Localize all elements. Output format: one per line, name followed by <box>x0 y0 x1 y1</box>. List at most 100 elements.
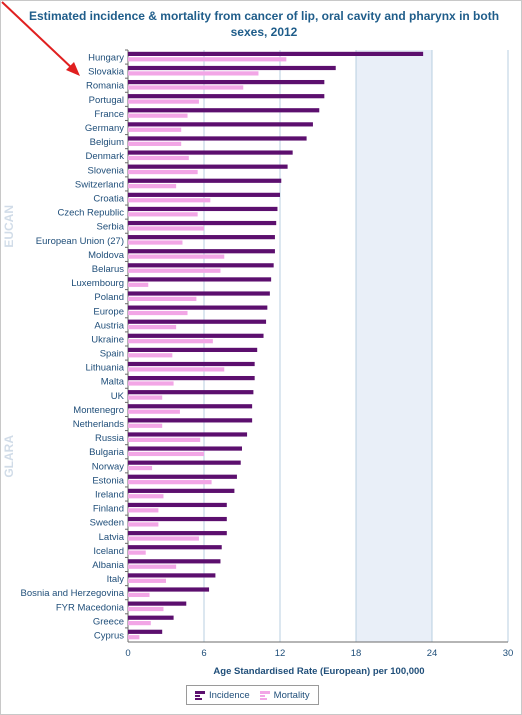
bar-mortality <box>128 282 149 287</box>
category-label: Croatia <box>93 194 124 205</box>
bar-incidence <box>128 94 325 99</box>
category-label: Luxembourg <box>71 278 124 289</box>
bar-incidence <box>128 220 277 226</box>
plot-band <box>356 50 432 642</box>
bar-mortality <box>128 564 177 569</box>
x-tick-label: 30 <box>503 648 514 659</box>
category-label: Cyprus <box>94 630 124 641</box>
category-label: Serbia <box>97 222 125 233</box>
bar-incidence <box>128 122 313 127</box>
bar-incidence <box>128 235 275 240</box>
legend-item-incidence[interactable]: Incidence <box>195 690 250 701</box>
category-label: Spain <box>100 349 124 360</box>
bar-incidence <box>128 291 270 296</box>
bar-incidence <box>128 178 282 183</box>
x-tick-label: 12 <box>275 648 286 659</box>
category-label: Denmark <box>85 151 124 162</box>
bar-mortality <box>128 127 182 132</box>
bar-incidence <box>128 601 187 606</box>
bar-mortality <box>128 99 199 104</box>
category-label: Hungary <box>88 53 124 64</box>
bar-incidence <box>128 502 227 508</box>
bar-mortality <box>128 226 204 231</box>
bar-mortality <box>128 57 287 62</box>
legend-item-mortality[interactable]: Mortality <box>259 690 310 701</box>
bar-mortality <box>128 381 174 386</box>
bar-mortality <box>128 635 140 640</box>
category-label: UK <box>111 391 125 402</box>
category-label: Belgium <box>90 137 124 148</box>
bar-mortality <box>128 437 201 442</box>
category-label: Latvia <box>99 532 125 543</box>
bar-mortality <box>128 409 180 414</box>
category-label: Lithuania <box>85 363 124 374</box>
category-label: France <box>94 109 124 120</box>
bar-incidence <box>128 65 336 71</box>
category-label: Germany <box>85 123 124 134</box>
bar-mortality <box>128 522 159 527</box>
bar-incidence <box>128 488 235 493</box>
chart-title: Estimated incidence & mortality from can… <box>28 9 500 39</box>
bar-mortality <box>128 71 259 76</box>
category-label: Iceland <box>93 546 124 557</box>
bar-mortality <box>128 353 173 358</box>
bar-mortality <box>128 85 244 90</box>
bar-mortality <box>128 155 189 161</box>
bar-incidence <box>128 545 222 550</box>
bar-mortality <box>128 296 197 302</box>
bar-incidence <box>128 516 227 522</box>
x-tick-label: 6 <box>201 648 206 659</box>
bar-incidence <box>128 587 210 592</box>
bar-incidence <box>128 474 237 479</box>
x-tick-label: 18 <box>351 648 362 659</box>
bar-incidence <box>128 79 325 85</box>
category-label: Romania <box>86 81 125 92</box>
mortality-swatch-icon <box>259 690 270 700</box>
bar-incidence <box>128 559 221 564</box>
bar-mortality <box>128 606 164 612</box>
category-label: Ukraine <box>91 334 124 345</box>
bar-mortality <box>128 578 166 583</box>
legend[interactable]: Incidence Mortality <box>186 685 319 705</box>
category-label: Finland <box>93 504 124 515</box>
bar-mortality <box>128 254 225 259</box>
bar-incidence <box>128 206 278 212</box>
bar-incidence <box>128 418 253 423</box>
category-label: FYR Macedonia <box>56 602 125 613</box>
bar-incidence <box>128 390 254 395</box>
bar-incidence <box>128 108 320 113</box>
x-tick-label: 24 <box>427 648 438 659</box>
bar-mortality <box>128 423 163 428</box>
category-label: Bosnia and Herzegovina <box>20 588 124 599</box>
bar-incidence <box>128 305 268 310</box>
x-tick-label: 0 <box>125 648 130 659</box>
bar-incidence <box>128 277 272 282</box>
bar-mortality <box>128 198 211 203</box>
category-label: Poland <box>94 292 124 303</box>
category-label: Austria <box>94 320 124 331</box>
bar-mortality <box>128 451 204 457</box>
category-label: Switzerland <box>75 179 124 190</box>
bar-mortality <box>128 212 198 217</box>
bar-incidence <box>128 615 174 620</box>
bar-mortality <box>128 465 153 471</box>
red-arrow-annotation <box>1 1 80 76</box>
bar-mortality <box>128 141 182 146</box>
category-label: Moldova <box>88 250 125 261</box>
legend-label-incidence: Incidence <box>209 689 250 701</box>
category-label: Sweden <box>90 518 124 529</box>
category-label: European Union (27) <box>36 236 124 247</box>
bar-mortality <box>128 113 188 118</box>
bar-incidence <box>128 573 216 578</box>
bar-mortality <box>128 367 225 372</box>
bar-mortality <box>128 184 177 189</box>
bar-mortality <box>128 480 212 485</box>
bar-incidence <box>128 150 293 155</box>
category-label: Estonia <box>92 475 124 486</box>
category-label: Slovenia <box>88 165 125 176</box>
bar-incidence <box>128 432 248 437</box>
bar-incidence <box>128 347 258 352</box>
category-label: Bulgaria <box>89 447 125 458</box>
bar-mortality <box>128 536 199 541</box>
